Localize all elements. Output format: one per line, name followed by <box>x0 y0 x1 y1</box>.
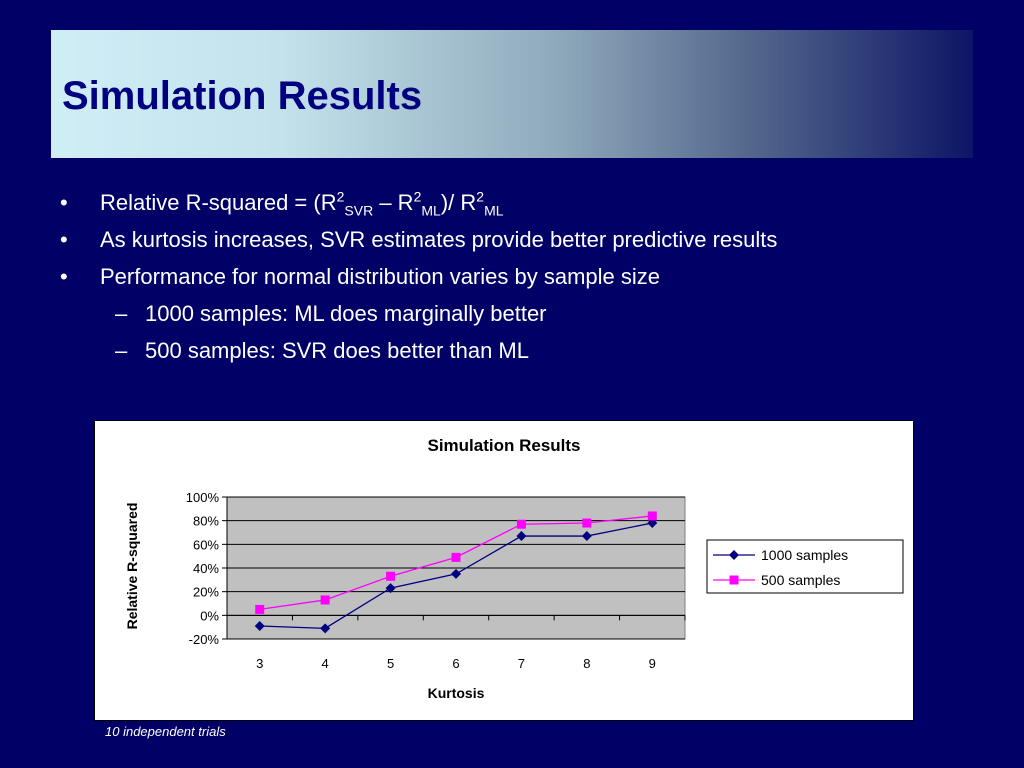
y-tick-label: 60% <box>193 537 219 552</box>
sub-bullet-item: –500 samples: SVR does better than ML <box>60 332 960 369</box>
bullet-item: • As kurtosis increases, SVR estimates pr… <box>60 221 960 258</box>
data-point <box>729 550 739 560</box>
data-point <box>729 575 739 585</box>
y-tick-label: 20% <box>193 585 219 600</box>
bullet-text: Performance for normal distribution vari… <box>100 264 661 289</box>
x-tick-label: 3 <box>256 656 263 671</box>
y-tick-label: 40% <box>193 561 219 576</box>
bullet-text: As kurtosis increases, SVR estimates pro… <box>100 227 778 252</box>
data-point <box>255 604 265 614</box>
bullet-marker: – <box>115 301 128 326</box>
data-point <box>582 518 592 528</box>
title-band <box>51 30 973 158</box>
chart-title: Simulation Results <box>427 436 580 455</box>
x-tick-label: 4 <box>322 656 329 671</box>
x-tick-label: 9 <box>649 656 656 671</box>
y-tick-label: 100% <box>186 490 220 505</box>
bullet-text: Relative R-squared = (R2SVR – R2ML)/ R2M… <box>100 188 504 219</box>
x-axis-label: Kurtosis <box>428 685 485 701</box>
bullet-item: • Performance for normal distribution var… <box>60 258 960 295</box>
data-point <box>647 518 658 529</box>
data-point <box>516 519 526 529</box>
slide-title: Simulation Results <box>62 74 423 118</box>
data-point <box>581 531 592 542</box>
data-point <box>386 571 396 581</box>
y-tick-label: 80% <box>193 514 219 529</box>
data-point <box>451 568 461 579</box>
bullet-item: • Relative R-squared = (R2SVR – R2ML)/ R2… <box>60 184 960 221</box>
x-tick-label: 8 <box>583 656 590 671</box>
y-tick-label: 0% <box>200 608 219 623</box>
data-point <box>320 595 330 605</box>
bullet-text: 500 samples: SVR does better than ML <box>145 338 529 363</box>
x-tick-label: 5 <box>387 656 394 671</box>
bullet-text: 1000 samples: ML does marginally better <box>145 301 547 326</box>
data-point <box>254 620 265 631</box>
bullet-list: • Relative R-squared = (R2SVR – R2ML)/ R2… <box>60 184 960 369</box>
y-tick-label: -20% <box>189 632 220 647</box>
data-point <box>647 511 657 521</box>
data-point <box>516 531 527 542</box>
bullet-marker: – <box>115 338 128 363</box>
line-chart: Simulation Results -20% 0% 20% 40% 60% 80% 100%… <box>124 436 904 701</box>
legend-label: 1000 samples <box>761 547 848 563</box>
legend-label: 500 samples <box>761 572 840 588</box>
chart-container: Simulation Results -20% 0% 20% 40% 60% 80% 100%… <box>94 420 914 721</box>
footnote: 10 independent trials <box>105 724 226 739</box>
data-point <box>320 623 331 634</box>
bullet-marker: • <box>60 227 68 252</box>
x-tick-label: 6 <box>452 656 459 671</box>
bullet-marker: • <box>60 190 68 215</box>
x-tick-label: 7 <box>518 656 525 671</box>
data-point <box>451 552 461 562</box>
bullet-marker: • <box>60 264 68 289</box>
data-point <box>385 583 396 594</box>
y-axis-label: Relative R-squared <box>124 503 140 630</box>
legend-box <box>706 539 904 594</box>
sub-bullet-item: –1000 samples: ML does marginally better <box>60 295 960 332</box>
